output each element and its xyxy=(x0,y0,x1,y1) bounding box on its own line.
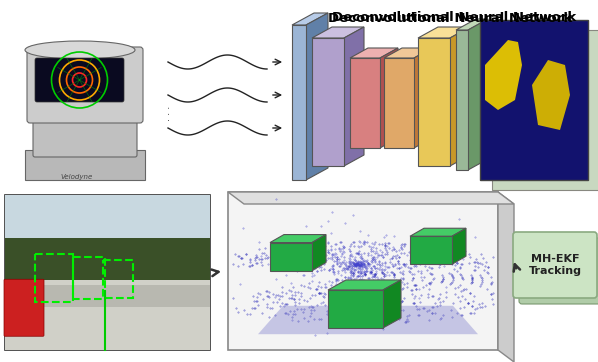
Polygon shape xyxy=(384,58,414,148)
FancyBboxPatch shape xyxy=(513,232,597,298)
Polygon shape xyxy=(456,19,488,30)
Bar xyxy=(480,20,588,180)
Polygon shape xyxy=(5,280,210,350)
Polygon shape xyxy=(468,19,488,170)
Polygon shape xyxy=(258,306,478,334)
Polygon shape xyxy=(35,285,210,307)
Polygon shape xyxy=(344,27,364,166)
FancyBboxPatch shape xyxy=(519,238,598,304)
Text: Deconvolutional Neural Network: Deconvolutional Neural Network xyxy=(332,11,576,24)
Bar xyxy=(5,195,210,350)
Polygon shape xyxy=(383,280,401,328)
FancyBboxPatch shape xyxy=(4,279,44,336)
Polygon shape xyxy=(5,195,210,249)
Polygon shape xyxy=(498,192,514,362)
Bar xyxy=(492,30,598,190)
Text: MH-EKF
Tracking: MH-EKF Tracking xyxy=(529,254,581,276)
Bar xyxy=(25,150,145,180)
Bar xyxy=(103,260,133,298)
Polygon shape xyxy=(452,228,466,264)
Polygon shape xyxy=(410,236,452,264)
FancyBboxPatch shape xyxy=(35,58,124,102)
Text: · · ·: · · · xyxy=(165,105,175,121)
Polygon shape xyxy=(228,192,514,204)
Polygon shape xyxy=(350,48,398,58)
Polygon shape xyxy=(414,48,432,148)
Bar xyxy=(35,254,73,302)
Polygon shape xyxy=(312,27,364,38)
Polygon shape xyxy=(292,25,306,180)
Polygon shape xyxy=(410,228,466,236)
Polygon shape xyxy=(5,239,210,291)
Polygon shape xyxy=(384,48,432,58)
Text: Velodyne: Velodyne xyxy=(61,174,93,180)
Text: Deconvolutional Neural Network: Deconvolutional Neural Network xyxy=(328,12,572,25)
Polygon shape xyxy=(380,48,398,148)
Polygon shape xyxy=(328,280,401,290)
Polygon shape xyxy=(485,40,522,110)
Polygon shape xyxy=(456,30,468,170)
Polygon shape xyxy=(312,235,326,270)
Polygon shape xyxy=(328,290,383,328)
FancyBboxPatch shape xyxy=(33,118,137,157)
Polygon shape xyxy=(350,58,380,148)
Bar xyxy=(73,257,105,299)
Polygon shape xyxy=(312,38,344,166)
Polygon shape xyxy=(450,27,470,166)
Ellipse shape xyxy=(25,41,135,59)
Polygon shape xyxy=(270,243,312,270)
Polygon shape xyxy=(532,60,570,130)
Polygon shape xyxy=(418,38,450,166)
Polygon shape xyxy=(292,13,328,25)
Polygon shape xyxy=(306,13,328,180)
Bar xyxy=(228,192,498,350)
FancyBboxPatch shape xyxy=(27,47,143,123)
Polygon shape xyxy=(418,27,470,38)
Polygon shape xyxy=(270,235,326,243)
